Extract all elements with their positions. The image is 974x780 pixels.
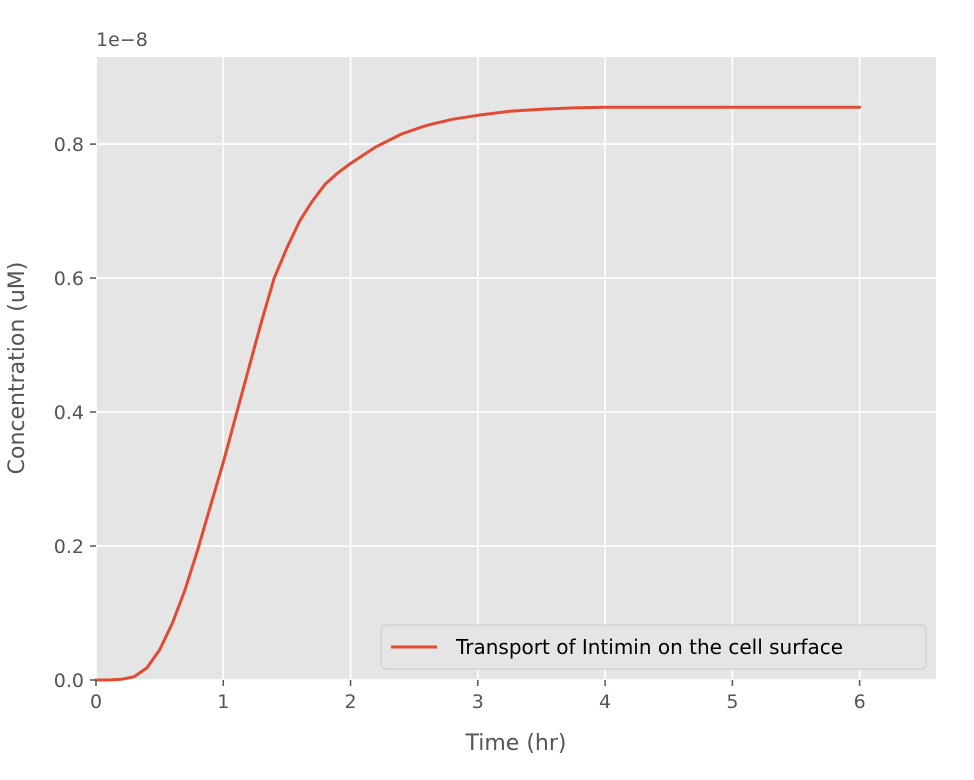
legend: Transport of Intimin on the cell surface — [380, 624, 927, 670]
x-tick-label: 6 — [854, 691, 866, 713]
x-tick-label: 3 — [472, 691, 484, 713]
plot-background — [96, 57, 936, 680]
y-tick-label: 0.4 — [54, 402, 84, 424]
legend-box — [380, 624, 927, 670]
y-tick-label: 0.6 — [54, 268, 84, 290]
y-axis-ticks: 0.0 0.2 0.4 0.6 0.8 — [54, 134, 96, 692]
x-tick-label: 5 — [726, 691, 738, 713]
x-axis-ticks: 0 1 2 3 4 5 6 — [90, 680, 866, 713]
y-tick-label: 0.2 — [54, 536, 84, 558]
grid — [95, 57, 936, 681]
y-offset-text: 1e−8 — [96, 29, 148, 51]
x-tick-label: 4 — [599, 691, 611, 713]
x-axis-label: Time (hr) — [465, 731, 567, 756]
legend-label: Transport of Intimin on the cell surface — [455, 635, 843, 659]
y-tick-label: 0.8 — [54, 134, 84, 156]
series-line — [94, 105, 862, 682]
x-tick-label: 0 — [90, 691, 102, 713]
y-axis-label: Concentration (uM) — [5, 262, 30, 475]
x-tick-label: 2 — [344, 691, 356, 713]
series-layer — [94, 105, 862, 682]
y-tick-label: 0.0 — [54, 670, 84, 692]
x-tick-label: 1 — [217, 691, 229, 713]
